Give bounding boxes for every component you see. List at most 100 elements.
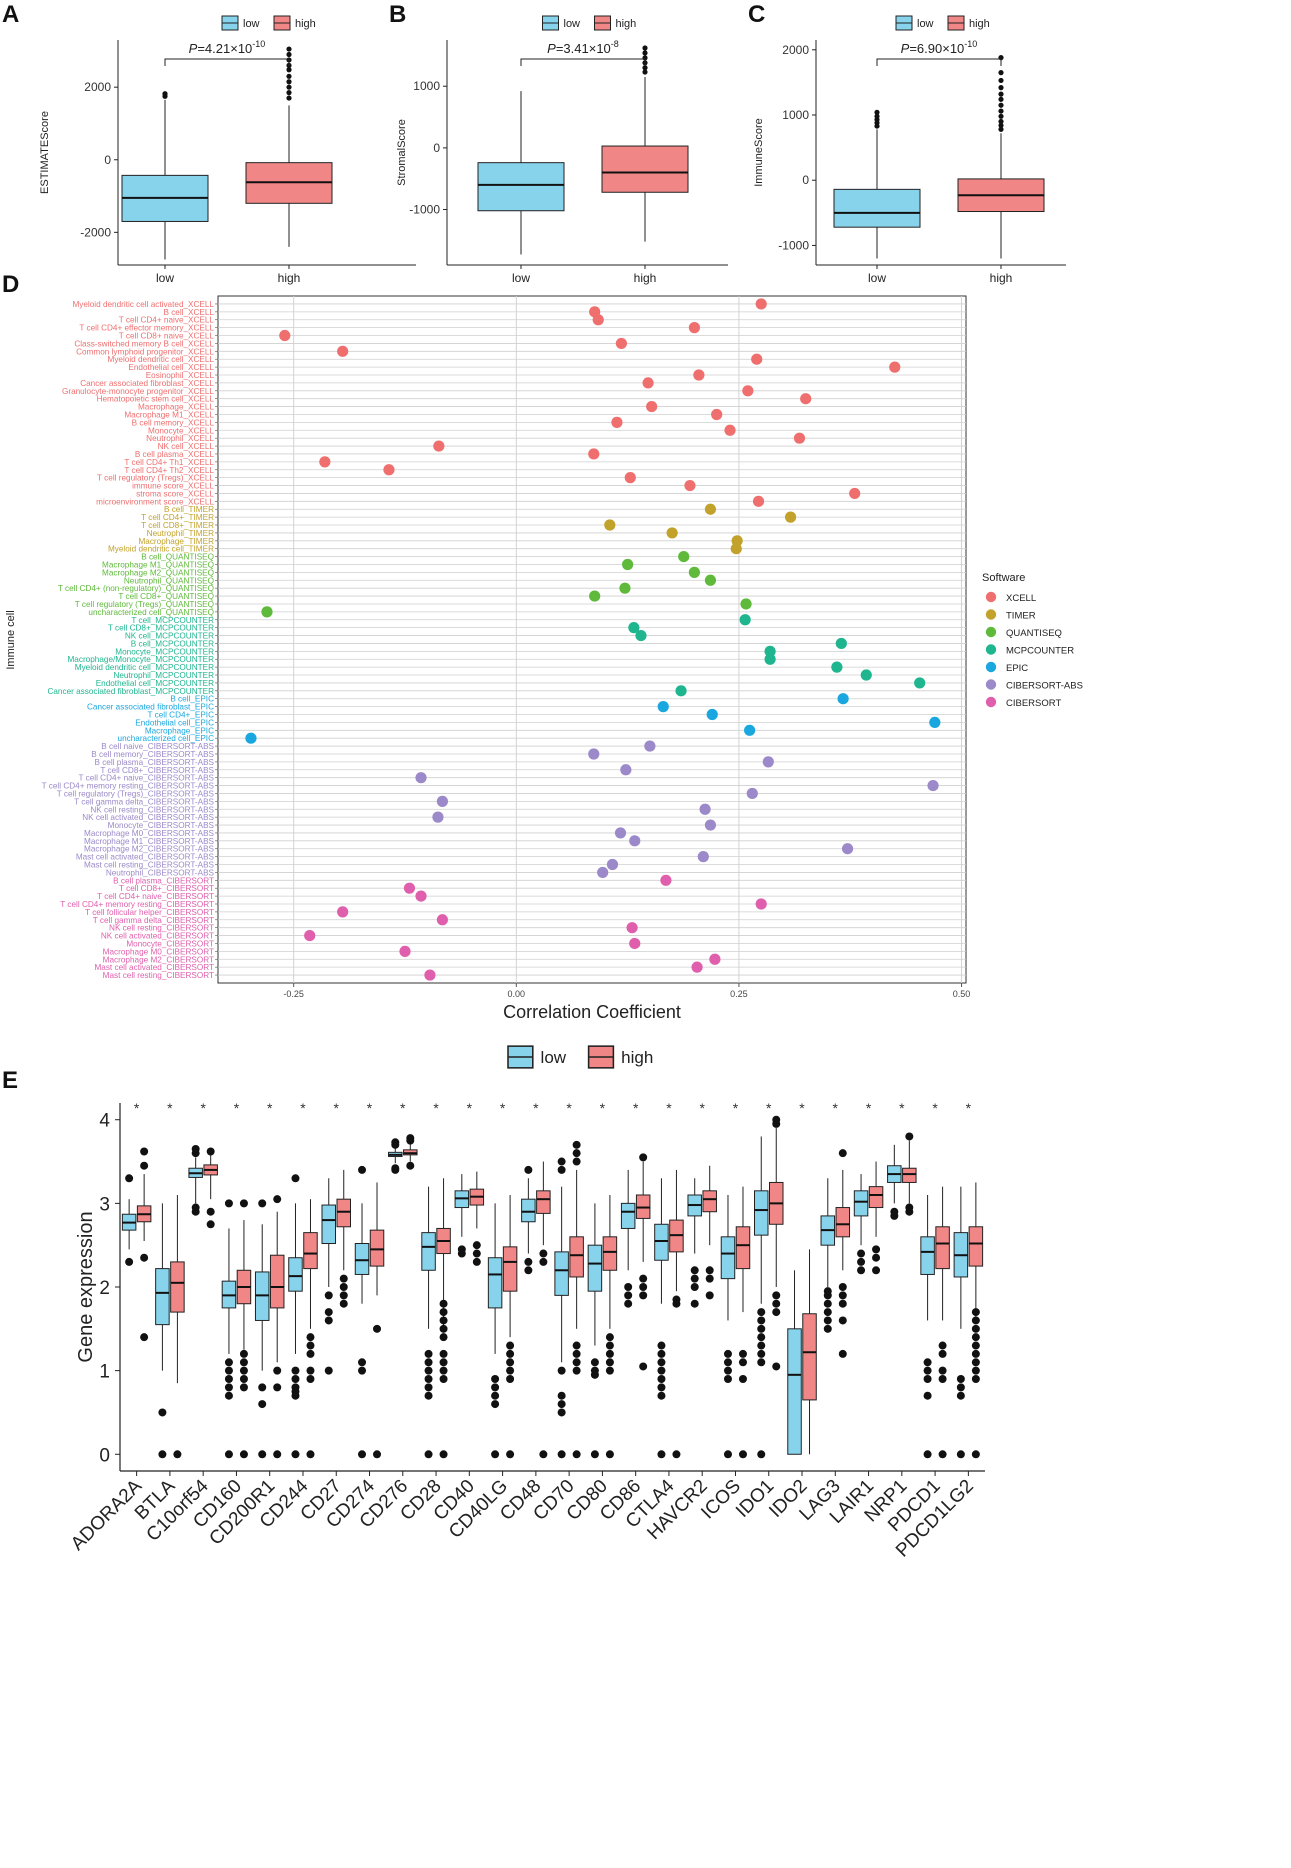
scatter-point [589,590,601,602]
row-label: T cell regulatory (Tregs)_XCELL [97,474,214,483]
outlier-point [923,1391,932,1400]
row-label: T cell CD8+_QUANTISEQ [118,592,214,601]
scatter-point [626,922,638,934]
row-label: NK cell_MCPCOUNTER [125,632,214,641]
outlier-point [923,1366,932,1375]
outlier-point [424,1366,433,1375]
significance-star: * [533,1100,539,1116]
row-label: T cell CD4+ Th1_XCELL [124,458,214,467]
outlier-point [823,1299,832,1308]
legend-label: QUANTISEQ [1006,628,1062,639]
row-label: Macrophage M2_CIBERSORT-ABS [84,845,215,854]
row-label: B cell_XCELL [163,308,214,317]
legend-key-epic [985,661,997,673]
outlier-point [539,1257,548,1266]
outlier-point [857,1249,866,1258]
scatter-point [746,787,758,800]
scatter-point [261,606,273,618]
scatter-point [684,479,696,492]
scatter-point [927,779,939,792]
outlier-point [324,1366,333,1375]
p-value-label: P=3.41×10-8 [547,39,619,56]
outlier-point [557,1157,566,1166]
outlier-point [956,1383,965,1392]
outlier-point [923,1450,932,1459]
y-tick-label: 3 [99,1194,110,1215]
y-tick-label: 0 [433,141,440,155]
outlier-point [738,1375,747,1383]
row-label: Neutrophil_QUANTISEQ [124,576,214,585]
outlier-point [738,1349,747,1358]
box-high [835,1207,851,1238]
outlier-point [705,1274,714,1283]
scatter-point [800,393,812,405]
significance-bracket [164,58,290,66]
outlier-point [557,1450,566,1459]
scatter-point [614,827,627,839]
significance-star: * [300,1100,306,1116]
scatter-point [619,582,631,594]
outlier-point [838,1349,847,1358]
outlier-point [971,1349,980,1358]
scatter-point [755,298,767,310]
scatter-point [762,756,774,768]
outlier-point [938,1450,947,1459]
outlier-point [642,50,648,56]
row-label: Eosinophil_XCELL [146,371,215,380]
scatter-point [432,811,444,823]
scatter-point [709,953,721,965]
outlier-point [125,1257,134,1266]
outlier-point [971,1308,980,1317]
outlier-point [439,1375,448,1383]
outlier-point [971,1358,980,1367]
outlier-point [572,1341,581,1350]
outlier-point [938,1341,947,1350]
box-low [587,1244,603,1292]
outlier-point [757,1349,766,1358]
outlier-point [424,1383,433,1392]
x-tick-label: high [990,271,1013,285]
row-label: T cell follicular helper_CIBERSORT [85,908,214,917]
outlier-point [872,1245,881,1254]
scatter-point [704,574,717,586]
box-high [336,1198,351,1228]
scatter-point [624,472,636,484]
outlier-point [971,1366,980,1375]
scatter-point [588,448,600,460]
row-label: T cell CD8+_MCPCOUNTER [108,624,214,633]
significance-star: * [899,1100,905,1116]
outlier-point [971,1324,980,1333]
group-legend: low high [895,15,990,31]
outlier-point [572,1149,581,1158]
legend-label-low: low [564,18,581,30]
outlier-point [339,1291,348,1300]
outlier-point [657,1450,666,1459]
outlier-point [998,85,1004,91]
outlier-point [258,1199,267,1208]
row-label: Macrophage_EPIC [145,726,214,735]
outlier-point [239,1349,248,1358]
outlier-point [757,1333,766,1342]
row-label: T cell CD4+_EPIC [147,711,214,720]
x-tick-label: 0.25 [730,989,748,999]
y-tick-label: 1000 [782,108,809,122]
legend-label-low: low [243,18,260,30]
box-low [477,162,565,212]
outlier-point [439,1324,448,1333]
outlier-point [605,1341,614,1350]
outlier-point [998,70,1004,76]
outlier-point [491,1450,500,1459]
outlier-point [491,1383,500,1392]
outlier-point [291,1383,300,1392]
scatter-point [245,732,257,744]
row-label: Neutrophil_TIMER [147,529,214,538]
outlier-point [998,102,1004,108]
outlier-point [874,113,880,119]
outlier-point [306,1333,315,1342]
scatter-point [929,716,941,729]
scatter-point [704,819,717,831]
row-label: Class-switched memory B cell_XCELL [74,339,214,348]
scatter-point [660,874,672,886]
row-label: NK cell activated_CIBERSORT-ABS [82,813,214,822]
outlier-point [923,1358,932,1367]
